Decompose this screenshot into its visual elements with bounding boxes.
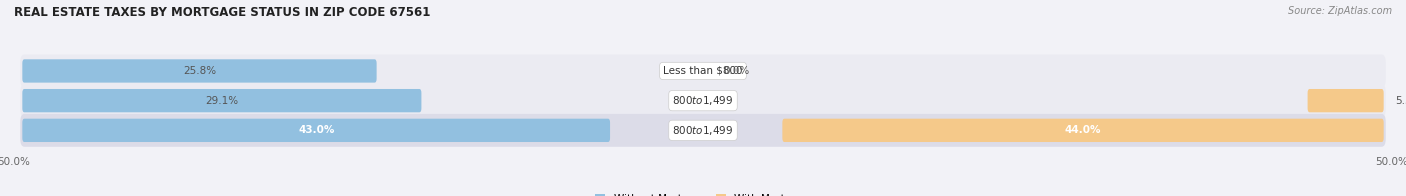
FancyBboxPatch shape	[22, 59, 377, 83]
Legend: Without Mortgage, With Mortgage: Without Mortgage, With Mortgage	[591, 190, 815, 196]
Text: $800 to $1,499: $800 to $1,499	[672, 124, 734, 137]
FancyBboxPatch shape	[20, 114, 1386, 147]
FancyBboxPatch shape	[22, 89, 422, 112]
FancyBboxPatch shape	[22, 119, 610, 142]
FancyBboxPatch shape	[20, 84, 1386, 117]
Text: REAL ESTATE TAXES BY MORTGAGE STATUS IN ZIP CODE 67561: REAL ESTATE TAXES BY MORTGAGE STATUS IN …	[14, 6, 430, 19]
Text: 44.0%: 44.0%	[1064, 125, 1101, 135]
Text: Source: ZipAtlas.com: Source: ZipAtlas.com	[1288, 6, 1392, 16]
FancyBboxPatch shape	[782, 119, 1384, 142]
Text: 43.0%: 43.0%	[298, 125, 335, 135]
Text: 5.3%: 5.3%	[1395, 96, 1406, 106]
Text: $800 to $1,499: $800 to $1,499	[672, 94, 734, 107]
Text: Less than $800: Less than $800	[664, 66, 742, 76]
Text: 25.8%: 25.8%	[183, 66, 217, 76]
FancyBboxPatch shape	[20, 54, 1386, 87]
Text: 29.1%: 29.1%	[205, 96, 239, 106]
Text: 0.0%: 0.0%	[724, 66, 749, 76]
FancyBboxPatch shape	[1308, 89, 1384, 112]
